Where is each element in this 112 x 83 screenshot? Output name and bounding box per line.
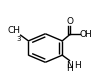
Text: O: O <box>66 17 73 26</box>
Text: 3: 3 <box>16 36 20 42</box>
Text: O: O <box>79 30 86 39</box>
Text: H: H <box>66 64 72 73</box>
Text: H: H <box>83 30 90 39</box>
Text: CH: CH <box>7 26 20 35</box>
Text: N: N <box>66 61 72 70</box>
Text: H: H <box>73 61 80 70</box>
